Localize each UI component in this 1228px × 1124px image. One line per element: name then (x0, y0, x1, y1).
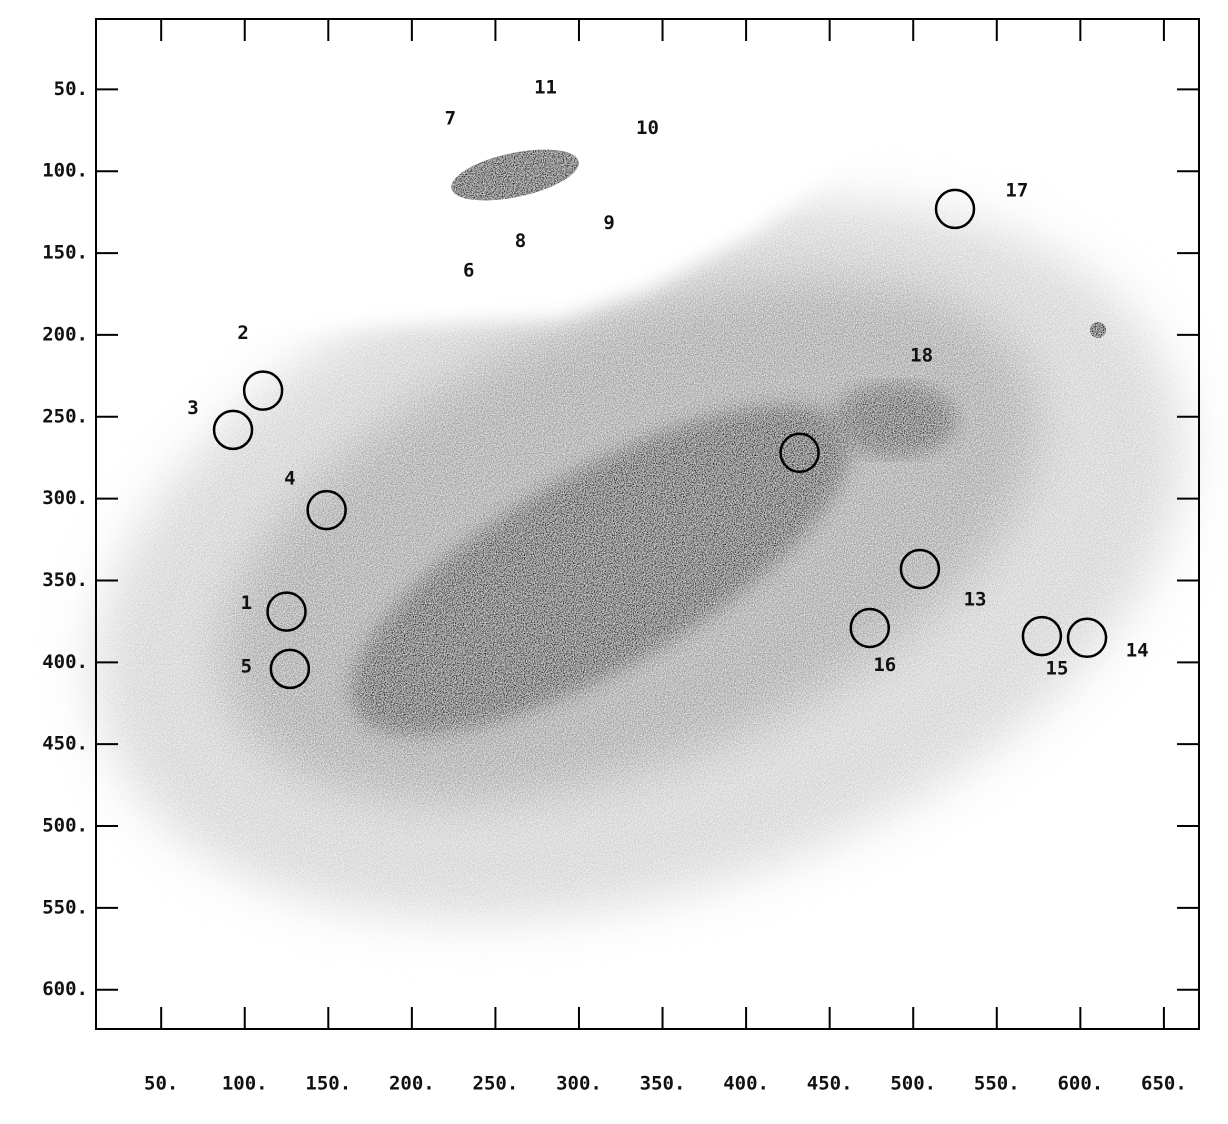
source-label: 14 (1126, 639, 1149, 661)
x-tick-label: 550. (974, 1073, 1020, 1095)
source-label: 10 (636, 117, 659, 139)
figure: 50.100.150.200.250.300.350.400.450.500.5… (0, 0, 1228, 1120)
y-tick-label: 200. (42, 323, 88, 345)
y-tick-label: 500. (42, 815, 88, 837)
source-label: 4 (284, 467, 295, 489)
y-tick-label: 400. (42, 651, 88, 673)
y-tick-label: 50. (54, 78, 88, 100)
galaxy-image (5, 19, 1228, 1047)
source-label: 16 (873, 654, 896, 676)
y-tick-label: 600. (42, 978, 88, 1000)
x-tick-label: 600. (1057, 1073, 1103, 1095)
y-tick-label: 350. (42, 569, 88, 591)
source-label: 8 (515, 230, 526, 252)
x-tick-label: 450. (807, 1073, 853, 1095)
x-tick-label: 200. (389, 1073, 435, 1095)
source-label: 18 (910, 345, 933, 367)
source-label: 17 (1005, 179, 1028, 201)
x-tick-label: 500. (890, 1073, 936, 1095)
y-tick-label: 250. (42, 405, 88, 427)
x-tick-label: 50. (144, 1073, 178, 1095)
source-label: 11 (534, 76, 557, 98)
x-tick-label: 350. (640, 1073, 686, 1095)
source-label: 7 (445, 107, 456, 129)
x-tick-label: 100. (222, 1073, 268, 1095)
x-tick-label: 650. (1141, 1073, 1187, 1095)
source-label: 9 (603, 212, 614, 234)
x-tick-label: 250. (473, 1073, 519, 1095)
x-tick-label: 150. (305, 1073, 351, 1095)
source-label: 1 (241, 592, 252, 614)
y-tick-label: 450. (42, 733, 88, 755)
source-label: 13 (964, 589, 987, 611)
source-label: 3 (187, 397, 198, 419)
x-tick-label: 400. (723, 1073, 769, 1095)
x-tick-label: 300. (556, 1073, 602, 1095)
y-tick-label: 100. (42, 160, 88, 182)
y-tick-label: 300. (42, 487, 88, 509)
source-label: 15 (1046, 657, 1069, 679)
y-tick-label: 150. (42, 242, 88, 264)
y-tick-label: 550. (42, 896, 88, 918)
source-label: 5 (241, 656, 252, 678)
source-label: 2 (237, 322, 248, 344)
source-label: 6 (463, 260, 474, 282)
